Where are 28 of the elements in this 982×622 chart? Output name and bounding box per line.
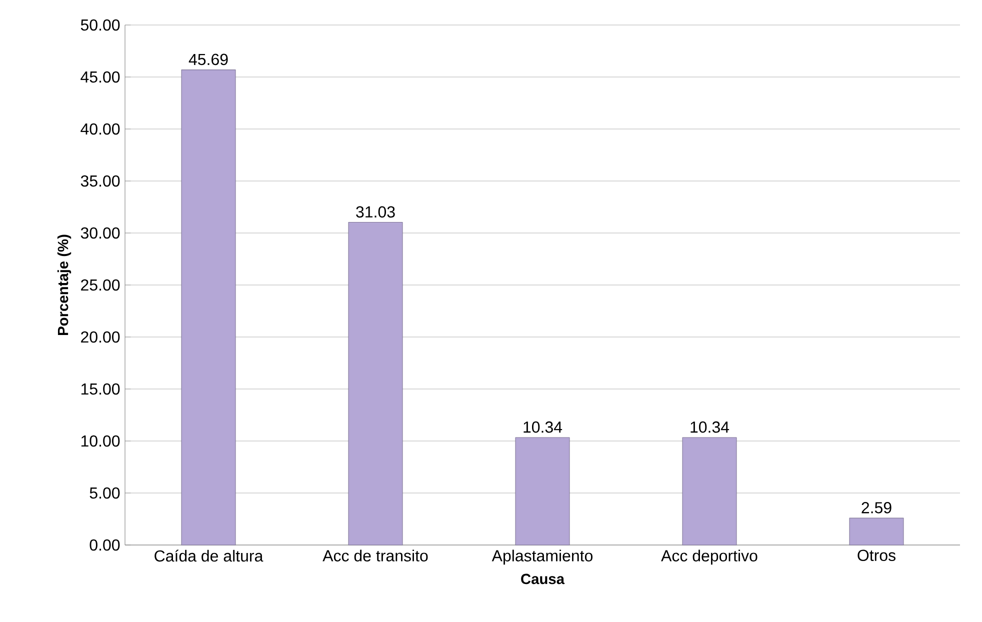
- y-tick-label: 35.00: [80, 175, 120, 187]
- bar: [348, 222, 403, 546]
- x-tick-label: Aplastamiento: [492, 550, 592, 565]
- y-axis-title: Porcentaje (%): [57, 234, 72, 335]
- x-tick-label: Acc deportivo: [661, 550, 758, 565]
- y-tick-label: 25.00: [81, 279, 120, 291]
- y-tick-label: 50.00: [80, 19, 120, 31]
- y-tick-label: 30.00: [80, 227, 120, 239]
- data-label: 10.34: [524, 421, 562, 433]
- y-tick-label: 5.00: [90, 487, 120, 499]
- data-label: 31.03: [356, 206, 395, 218]
- x-tick-label: Caída de altura: [154, 550, 264, 562]
- bar: [682, 437, 737, 546]
- bar: [181, 70, 236, 546]
- y-tick-label: 45.00: [80, 71, 120, 83]
- x-tick-label: Otros: [858, 550, 896, 562]
- x-tick-label: Acc de transito: [322, 550, 428, 562]
- y-tick-label: 10.00: [81, 435, 120, 447]
- x-axis-title: Causa: [521, 574, 565, 584]
- bar: [849, 518, 904, 546]
- data-label: 10.34: [690, 421, 730, 433]
- data-label: 45.69: [188, 54, 228, 66]
- data-label: 2.59: [862, 502, 892, 514]
- y-tick-label: 20.00: [81, 331, 120, 343]
- y-tick-label: 0.00: [90, 539, 120, 551]
- y-tick-label: 40.00: [80, 123, 120, 135]
- bar: [515, 437, 570, 546]
- y-tick-label: 15.00: [81, 383, 120, 395]
